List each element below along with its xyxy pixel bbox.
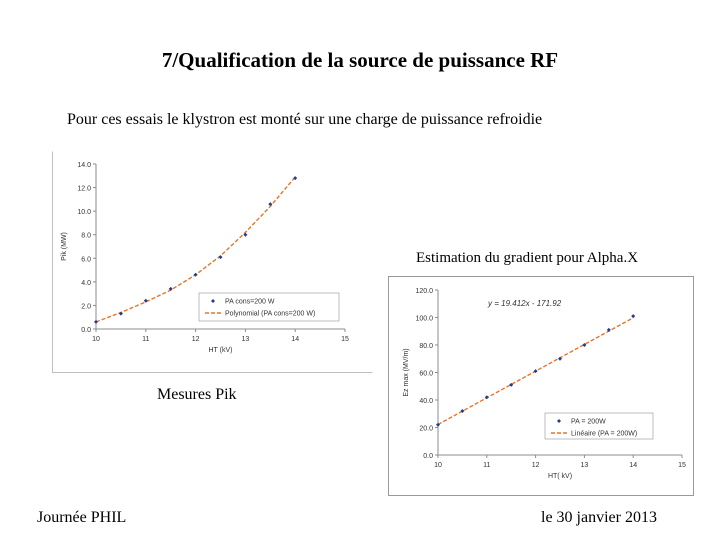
mesures-label: Mesures Pik [157,386,237,403]
data-point [582,343,587,347]
y-tick-label: 80.0 [419,343,433,350]
data-point [268,202,273,207]
data-point [460,409,465,413]
footer-event: Journée PHIL [37,509,127,526]
x-axis-label: HT (kV) [209,347,233,354]
data-point [533,369,538,374]
legend-box [544,412,654,440]
x-tick-label: 13 [242,336,250,343]
data-point [606,327,611,332]
legend-entry: PA cons=200 W [225,299,275,306]
data-point [558,356,562,361]
x-tick-label: 15 [341,336,349,343]
y-tick-label: 0.0 [423,453,433,460]
x-tick-label: 11 [142,336,149,343]
estimation-label: Estimation du gradient pour Alpha.X [416,250,639,266]
slide-subtitle: Pour ces essais le klystron est monté su… [67,111,543,128]
data-point [143,298,148,303]
data-point [484,395,489,400]
x-tick-label: 12 [192,336,200,343]
y-tick-label: 2.0 [81,303,91,310]
legend-entry: PA = 200W [571,419,606,426]
x-tick-label: 14 [629,462,637,469]
data-point [94,319,98,324]
y-tick-label: 4.0 [81,280,91,287]
slide-title: 7/Qualification de la source de puissanc… [161,48,559,72]
data-point [118,311,123,316]
legend-entry: Linéaire (PA = 200W) [571,431,637,438]
pik-chart: 0.0 2.0 4.0 6.0 8.0 10.0 12.0 14.0 10 11 12 13 14 15 H… [52,150,374,373]
gradient-chart-frame [388,276,694,496]
y-tick-label: 60.0 [419,371,433,378]
x-tick-label: 10 [92,336,100,343]
y-tick-label: 100.0 [415,316,433,323]
data-point [631,314,636,319]
legend-entry: Polynomial (PA cons=200 W) [225,311,315,318]
y-tick-label: 0.0 [81,327,91,334]
y-tick-label: 6.0 [81,256,91,263]
data-point [293,176,298,181]
data-point [218,255,223,260]
legend-box [198,292,340,322]
data-point [193,272,198,277]
y-tick-label: 20.0 [419,426,433,433]
regression-equation: y = 19.412x - 171.92 [487,299,562,308]
y-tick-label: 14.0 [77,162,91,169]
x-tick-label: 14 [291,336,299,343]
x-tick-label: 11 [483,462,490,469]
y-tick-label: 10.0 [77,209,91,216]
legend-marker [557,419,561,423]
y-axis-label: Ez max (MV/m) [403,348,410,396]
data-point [168,286,173,291]
data-point [509,382,514,387]
y-tick-label: 12.0 [77,186,91,193]
y-tick-label: 40.0 [419,398,433,405]
x-tick-label: 10 [434,462,442,469]
legend-marker [211,299,215,303]
x-tick-label: 12 [532,462,540,469]
y-tick-label: 8.0 [81,233,91,240]
x-tick-label: 15 [678,462,686,469]
x-tick-label: 13 [581,462,589,469]
x-axis-label: HT( kV) [548,473,572,480]
y-axis-label: Pik (MW) [61,232,68,261]
gradient-chart: 0.0 20.0 40.0 60.0 80.0 100.0 120.0 10 11 12 13 14 1… [388,276,694,496]
data-point [243,232,248,237]
y-tick-label: 120.0 [415,288,433,295]
footer-date: le 30 janvier 2013 [541,509,657,526]
data-point [436,422,440,427]
